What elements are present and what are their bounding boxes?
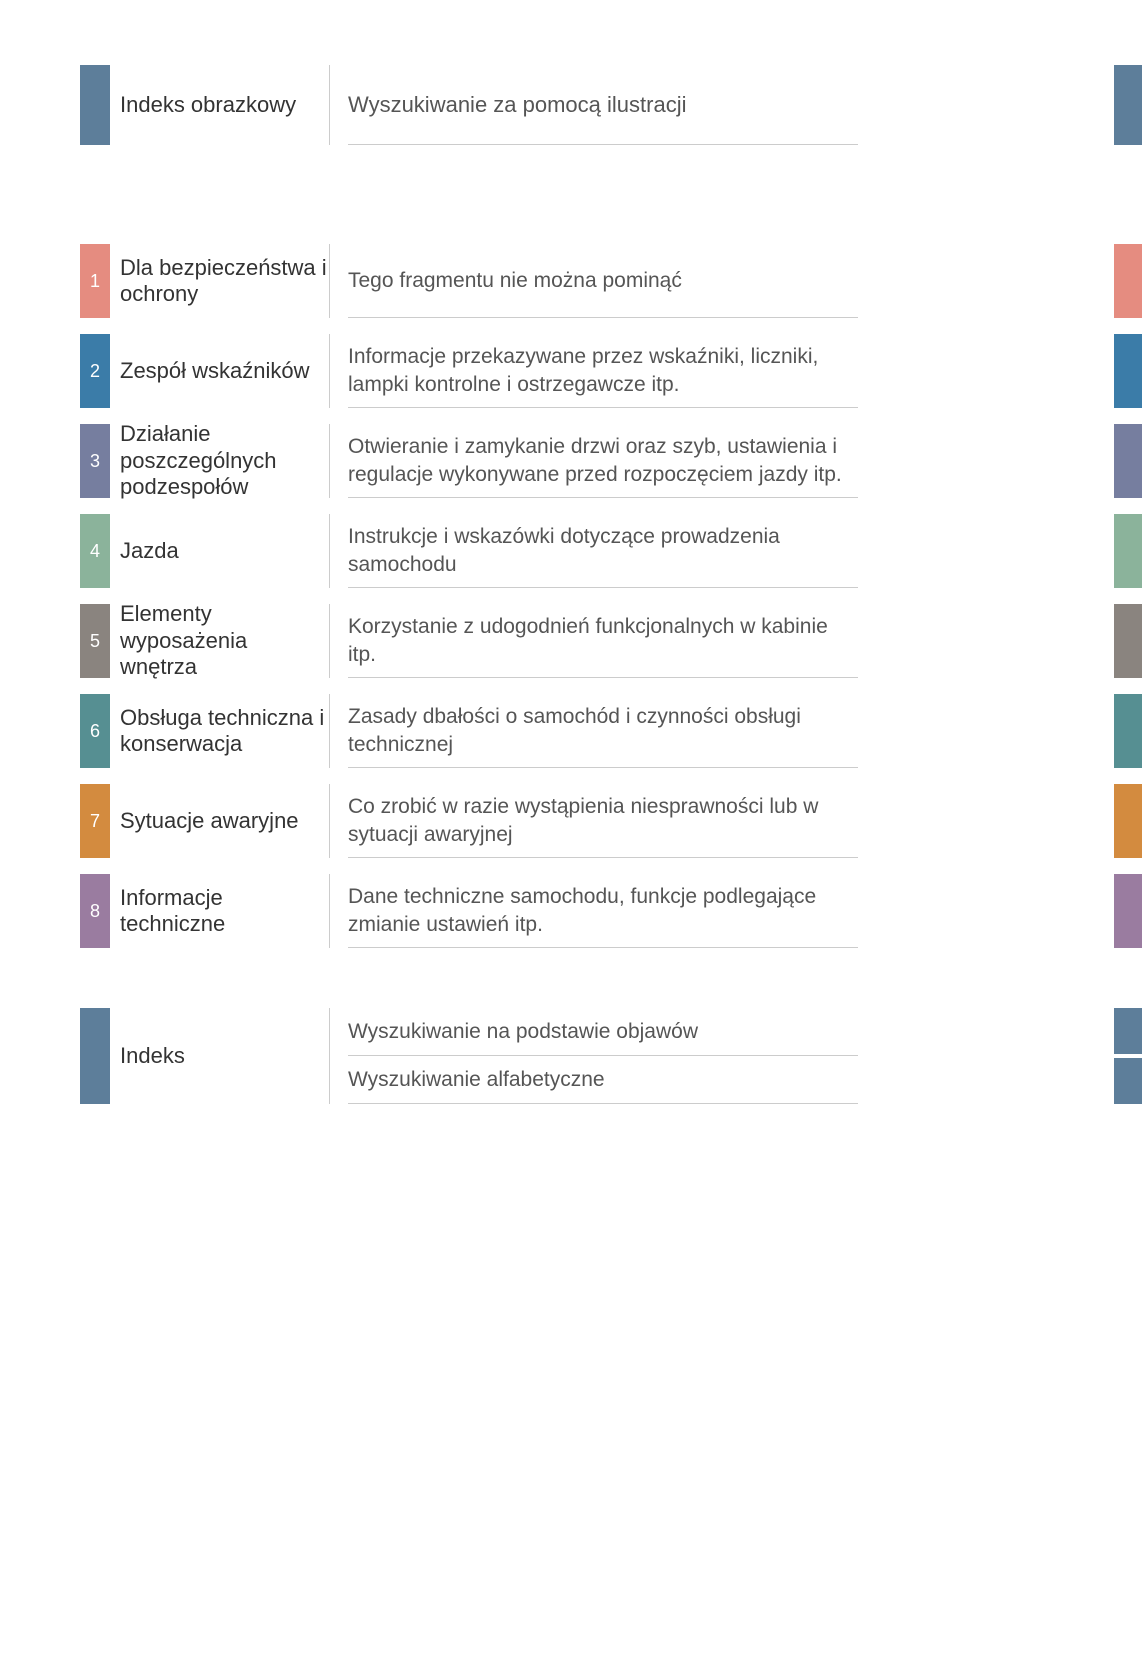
- section-row-7[interactable]: 7 Sytuacje awaryjne Co zrobić w razie wy…: [0, 784, 1142, 874]
- section-title: Zespół wskaźników: [120, 358, 310, 384]
- section-row-8[interactable]: 8 Informacje techniczne Dane techniczne …: [0, 874, 1142, 964]
- section-title-wrap: Dla bezpieczeństwa i ochrony: [120, 244, 330, 318]
- header-row-pictorial-index[interactable]: Indeks obrazkowy Wyszukiwanie za pomocą …: [0, 65, 1142, 145]
- section-description-wrap: Informacje przekazywane przez wskaźniki,…: [348, 334, 858, 408]
- section-title-wrap: Zespół wskaźników: [120, 334, 330, 408]
- section-right-tab: [1114, 604, 1142, 678]
- section-title-wrap: Elementy wyposażenia wnętrza: [120, 604, 330, 678]
- section-number-tab: 7: [80, 784, 110, 858]
- section-row-1[interactable]: 1 Dla bezpieczeństwa i ochrony Tego frag…: [0, 244, 1142, 334]
- section-title-wrap: Informacje techniczne: [120, 874, 330, 948]
- section-number-tab: 8: [80, 874, 110, 948]
- section-right-tab: [1114, 244, 1142, 318]
- section-title: Dla bezpieczeństwa i ochrony: [120, 255, 329, 308]
- section-description: Otwieranie i zamykanie drzwi oraz szyb, …: [348, 433, 858, 488]
- section-number: 3: [90, 451, 100, 472]
- section-description: Zasady dbałości o samochód i czynności o…: [348, 703, 858, 758]
- section-number: 7: [90, 811, 100, 832]
- section-right-tab: [1114, 784, 1142, 858]
- footer-title: Indeks: [120, 1043, 185, 1069]
- section-description-wrap: Tego fragmentu nie można pominąć: [348, 244, 858, 318]
- header-description: Wyszukiwanie za pomocą ilustracji: [348, 92, 686, 118]
- section-number: 1: [90, 271, 100, 292]
- section-number: 2: [90, 361, 100, 382]
- section-row-4[interactable]: 4 Jazda Instrukcje i wskazówki dotyczące…: [0, 514, 1142, 604]
- header-description-wrap: Wyszukiwanie za pomocą ilustracji: [348, 65, 858, 145]
- table-of-contents-page: Indeks obrazkowy Wyszukiwanie za pomocą …: [0, 0, 1142, 1654]
- section-title: Obsługa techniczna i konserwacja: [120, 705, 329, 758]
- section-description: Korzystanie z udogodnień funkcjonalnych …: [348, 613, 858, 668]
- section-right-tab: [1114, 334, 1142, 408]
- section-description: Informacje przekazywane przez wskaźniki,…: [348, 343, 858, 398]
- section-number-tab: 1: [80, 244, 110, 318]
- footer-right-tab-1: [1114, 1008, 1142, 1054]
- section-title: Informacje techniczne: [120, 885, 329, 938]
- sections-container: 1 Dla bezpieczeństwa i ochrony Tego frag…: [0, 244, 1142, 964]
- section-description-wrap: Korzystanie z udogodnień funkcjonalnych …: [348, 604, 858, 678]
- section-number-tab: 3: [80, 424, 110, 498]
- section-row-2[interactable]: 2 Zespół wskaźników Informacje przekazyw…: [0, 334, 1142, 424]
- footer-description-2: Wyszukiwanie alfabetyczne: [348, 1068, 605, 1092]
- section-right-tab: [1114, 874, 1142, 948]
- section-description-wrap: Instrukcje i wskazówki dotyczące prowadz…: [348, 514, 858, 588]
- section-number: 5: [90, 631, 100, 652]
- section-right-tab: [1114, 694, 1142, 768]
- section-title-wrap: Działanie poszczególnych podzespołów: [120, 424, 330, 498]
- section-number-tab: 5: [80, 604, 110, 678]
- section-title: Sytuacje awaryjne: [120, 808, 299, 834]
- section-description: Co zrobić w razie wystąpienia niesprawno…: [348, 793, 858, 848]
- footer-right-tab-2: [1114, 1058, 1142, 1104]
- section-number: 4: [90, 541, 100, 562]
- section-title-wrap: Sytuacje awaryjne: [120, 784, 330, 858]
- section-description-wrap: Dane techniczne samochodu, funkcje podle…: [348, 874, 858, 948]
- section-description: Dane techniczne samochodu, funkcje podle…: [348, 883, 858, 938]
- section-description-wrap: Zasady dbałości o samochód i czynności o…: [348, 694, 858, 768]
- header-right-tab: [1114, 65, 1142, 145]
- header-left-tab: [80, 65, 110, 145]
- section-number: 8: [90, 901, 100, 922]
- section-description: Instrukcje i wskazówki dotyczące prowadz…: [348, 523, 858, 578]
- footer-description-2-wrap[interactable]: Wyszukiwanie alfabetyczne: [348, 1056, 858, 1104]
- section-title: Działanie poszczególnych podzespołów: [120, 421, 329, 500]
- footer-description-1-wrap[interactable]: Wyszukiwanie na podstawie objawów: [348, 1008, 858, 1056]
- section-title-wrap: Obsługa techniczna i konserwacja: [120, 694, 330, 768]
- section-number: 6: [90, 721, 100, 742]
- section-row-6[interactable]: 6 Obsługa techniczna i konserwacja Zasad…: [0, 694, 1142, 784]
- section-row-3[interactable]: 3 Działanie poszczególnych podzespołów O…: [0, 424, 1142, 514]
- section-description-wrap: Co zrobić w razie wystąpienia niesprawno…: [348, 784, 858, 858]
- footer-left-tab: [80, 1008, 110, 1104]
- section-title-wrap: Jazda: [120, 514, 330, 588]
- section-title: Jazda: [120, 538, 179, 564]
- section-right-tab: [1114, 424, 1142, 498]
- footer-title-wrap: Indeks: [120, 1008, 330, 1104]
- footer-description-1: Wyszukiwanie na podstawie objawów: [348, 1020, 698, 1044]
- footer-index-row[interactable]: Indeks Wyszukiwanie na podstawie objawów…: [0, 1008, 1142, 1104]
- section-row-5[interactable]: 5 Elementy wyposażenia wnętrza Korzystan…: [0, 604, 1142, 694]
- section-number-tab: 6: [80, 694, 110, 768]
- section-number-tab: 2: [80, 334, 110, 408]
- header-title: Indeks obrazkowy: [120, 92, 296, 118]
- section-title: Elementy wyposażenia wnętrza: [120, 601, 329, 680]
- header-title-wrap: Indeks obrazkowy: [120, 65, 330, 145]
- section-description: Tego fragmentu nie można pominąć: [348, 267, 682, 294]
- section-number-tab: 4: [80, 514, 110, 588]
- section-right-tab: [1114, 514, 1142, 588]
- section-description-wrap: Otwieranie i zamykanie drzwi oraz szyb, …: [348, 424, 858, 498]
